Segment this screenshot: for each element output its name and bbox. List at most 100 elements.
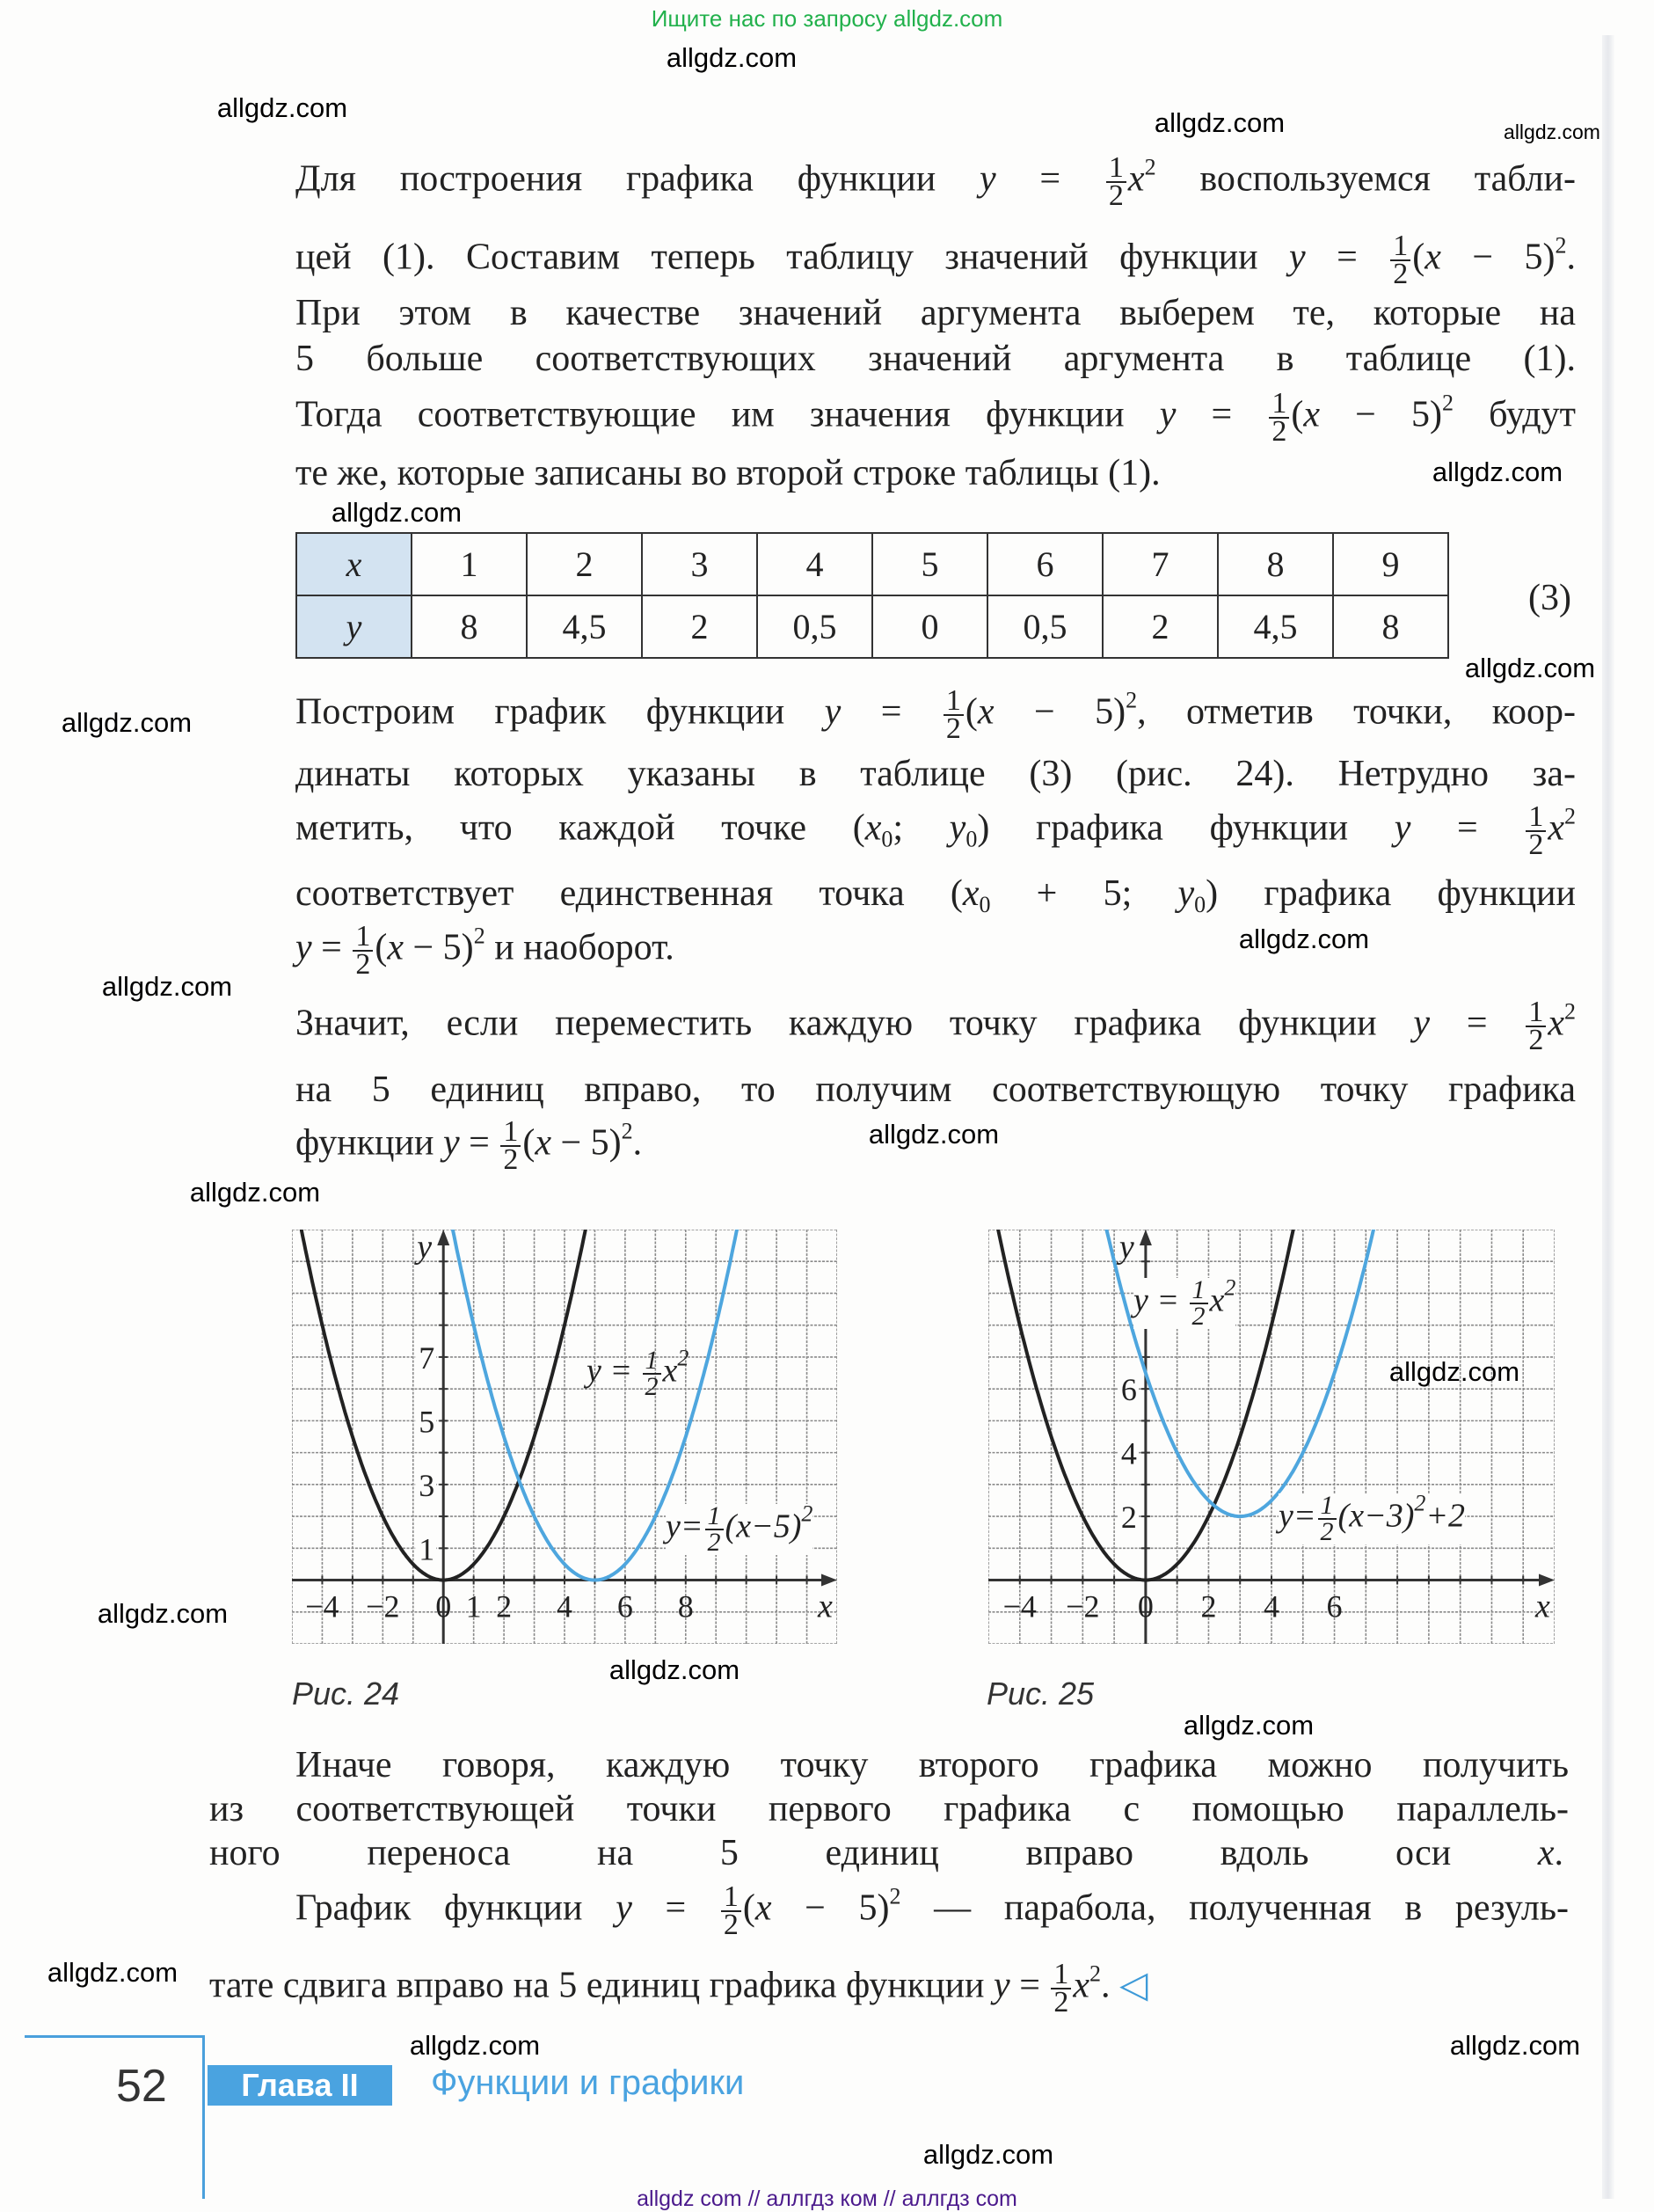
math-variable: y <box>1394 807 1411 849</box>
numerator: 1 <box>500 1117 521 1147</box>
math-variable: y <box>1279 1497 1293 1535</box>
text-run: ного переноса на 5 единиц вправо вдоль о… <box>209 1833 1538 1873</box>
subscript: 0 <box>965 826 978 852</box>
text-run: метить, что каждой точке ( <box>295 807 865 849</box>
watermark: allgdz.com <box>1432 456 1563 487</box>
x-tick-label: 8 <box>678 1589 694 1624</box>
y-axis-label: y <box>1116 1230 1134 1266</box>
math-variable: y <box>1289 237 1306 278</box>
table-cell: 3 <box>641 532 758 596</box>
superscript: 2 <box>1126 687 1138 713</box>
numerator: 1 <box>943 686 964 716</box>
denominator: 2 <box>1053 1986 1069 2019</box>
math-variable: x <box>1209 1281 1225 1319</box>
math-variable: y <box>295 927 312 968</box>
page-number: 52 <box>116 2061 167 2112</box>
figure-25-plot: −4 −2 0 2 4 6 2 4 6 x y <box>988 1230 1555 1644</box>
watermark: allgdz.com <box>666 42 798 73</box>
chapter-title: Функции и графики <box>431 2063 745 2102</box>
y-axis-arrow <box>1139 1230 1152 1245</box>
text-run: = <box>1148 1281 1188 1319</box>
text-line: Тогда соответствующие им значения функци… <box>295 389 1576 448</box>
text-run: Иначе говоря, каждую точку второго графи… <box>295 1745 1569 1785</box>
text-run: ( <box>375 927 388 968</box>
watermark: allgdz.com <box>47 1957 179 1988</box>
superscript: 2 <box>621 1118 633 1144</box>
tick-label-background <box>415 1341 437 1372</box>
math-variable: x <box>977 691 995 733</box>
y-tick-label: 6 <box>1121 1372 1137 1407</box>
numerator: 1 <box>1105 153 1126 183</box>
text-run: = <box>1305 237 1389 278</box>
text-line: При этом в качестве значений аргумента в… <box>295 294 1576 332</box>
text-run: ( <box>725 1508 737 1545</box>
y-tick-label: 1 <box>419 1531 434 1566</box>
text-run: − 5) <box>1440 237 1556 278</box>
table-cell: 2 <box>1102 595 1219 659</box>
watermark: allgdz.com <box>97 1598 229 1629</box>
numerator: 1 <box>1526 997 1547 1027</box>
numerator: 1 <box>1269 389 1290 419</box>
text-run: = <box>1410 807 1525 849</box>
superscript: 2 <box>473 923 485 949</box>
text-run: −3) <box>1364 1497 1415 1535</box>
text-run: Построим график функции <box>295 691 825 733</box>
tick-label-background <box>415 1469 437 1500</box>
text-run: При этом в качестве значений аргумента в… <box>295 293 1576 333</box>
text-run: = <box>631 1887 719 1929</box>
math-variable: x <box>1073 1965 1090 2006</box>
x-tick-label: 6 <box>617 1589 633 1624</box>
row-header-y: y <box>295 595 412 659</box>
math-variable: x <box>1548 1003 1564 1044</box>
text-run: . <box>1566 237 1577 278</box>
page-edge-shadow <box>1602 35 1614 2199</box>
x-axis-label: x <box>1534 1588 1550 1625</box>
watermark: allgdz.com <box>101 971 233 1002</box>
table-cell: 8 <box>1332 595 1449 659</box>
denominator: 2 <box>1271 415 1287 448</box>
text-run: ( <box>1337 1497 1350 1535</box>
table-cell: 0 <box>871 595 988 659</box>
watermark: allgdz.com <box>608 1654 740 1685</box>
math-variable: x <box>1548 807 1565 849</box>
parabola-curve <box>450 1230 740 1582</box>
watermark: allgdz.com <box>61 707 193 738</box>
denominator: 2 <box>1393 258 1409 290</box>
x-tick-label: −2 <box>366 1589 399 1624</box>
text-run: = <box>1176 394 1268 435</box>
end-of-solution-icon: ◁ <box>1119 1965 1148 2006</box>
text-run: = <box>1293 1497 1316 1535</box>
x-tick-label: 4 <box>557 1589 572 1624</box>
figure-24: −4 −2 0 1 2 4 6 8 1 3 5 7 x y y = 1 2 x2 y= 1 2 (x−5)2 <box>292 1230 837 1644</box>
text-run: График функции <box>295 1887 616 1929</box>
superscript: 2 <box>1224 1274 1236 1301</box>
text-line: соответствует единственная точка (x0 + 5… <box>295 874 1576 916</box>
x-tick-label: −4 <box>1003 1589 1037 1624</box>
row-header-x: x <box>295 532 412 596</box>
y-tick-label: 2 <box>1121 1500 1137 1535</box>
text-run: будут <box>1454 394 1576 435</box>
text-line: 5 больше соответствующих значений аргуме… <box>295 339 1576 378</box>
text-run: . <box>1101 1965 1120 2006</box>
text-line: y = 1 2 (x − 5)2 и наоборот. <box>295 922 674 980</box>
text-run: . <box>632 1122 643 1164</box>
text-run: = <box>601 1352 641 1390</box>
footer-divider <box>25 2035 205 2038</box>
text-line: тате сдвига вправо на 5 единиц графика ф… <box>209 1960 1148 2019</box>
table-cell: 9 <box>1332 532 1449 596</box>
math-variable: x <box>1424 237 1441 278</box>
parabola-curve <box>1104 1230 1376 1519</box>
math-variable: y <box>1413 1003 1431 1044</box>
text-run: ; <box>893 807 950 849</box>
text-run: ( <box>522 1122 536 1164</box>
math-variable: y <box>979 158 996 200</box>
x-tick-label: 0 <box>435 1589 451 1624</box>
x-tick-label: 0 <box>1138 1589 1154 1624</box>
superscript: 2 <box>1564 803 1577 829</box>
math-variable: y <box>587 1352 601 1390</box>
table-cell: 4,5 <box>1217 595 1334 659</box>
footer-divider-vertical <box>202 2037 205 2199</box>
